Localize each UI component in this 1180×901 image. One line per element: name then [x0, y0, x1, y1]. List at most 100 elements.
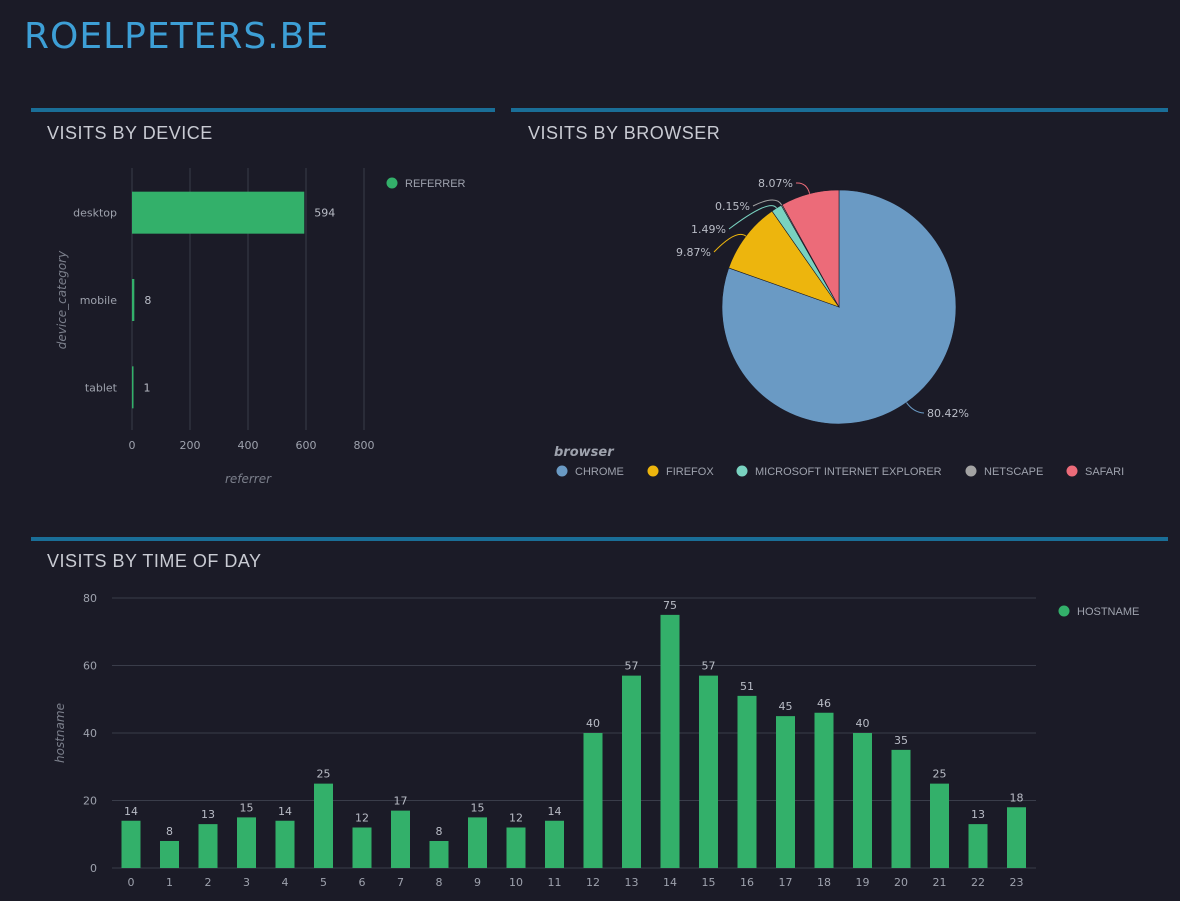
device-x-tick-label: 400: [238, 439, 259, 452]
device-x-tick-label: 600: [296, 439, 317, 452]
time-x-tick-label: 10: [509, 876, 523, 889]
time-value-label: 46: [817, 697, 831, 710]
time-x-tick-label: 3: [243, 876, 250, 889]
device-value-label: 8: [144, 294, 151, 307]
device-legend-label: REFERRER: [405, 178, 466, 190]
time-value-label: 14: [548, 805, 562, 818]
time-bar-hour-2: [198, 824, 218, 868]
time-value-label: 75: [663, 599, 677, 612]
site-title[interactable]: ROELPETERS.BE: [24, 16, 330, 57]
time-bar-hour-15: [699, 675, 718, 868]
time-bar-hour-11: [545, 820, 564, 868]
time-x-tick-label: 14: [663, 876, 677, 889]
time-panel-bar: [31, 537, 1168, 541]
device-legend-dot: [386, 177, 398, 189]
device-y-axis-title: device_category: [55, 250, 69, 349]
time-x-tick-label: 15: [702, 876, 716, 889]
time-value-label: 40: [856, 717, 870, 730]
time-x-tick-label: 23: [1010, 876, 1024, 889]
time-bar-hour-1: [160, 841, 179, 868]
time-y-tick-label: 80: [83, 592, 97, 605]
time-legend-dot: [1058, 605, 1070, 617]
time-bar-hour-6: [352, 827, 372, 868]
time-value-label: 12: [509, 812, 523, 825]
device-value-label: 594: [314, 207, 335, 220]
time-bar-hour-22: [968, 824, 988, 868]
time-x-tick-label: 1: [166, 876, 173, 889]
time-bar-hour-13: [622, 675, 641, 868]
browser-legend-label: FIREFOX: [666, 466, 714, 478]
time-value-label: 8: [166, 825, 173, 838]
time-bar-hour-3: [237, 817, 256, 868]
time-x-tick-label: 13: [625, 876, 639, 889]
time-x-tick-label: 6: [359, 876, 366, 889]
pie-value-label: 1.49%: [691, 223, 726, 236]
device-category-label: mobile: [80, 294, 118, 307]
device-panel-title: VISITS BY DEVICE: [47, 123, 213, 143]
time-value-label: 12: [355, 812, 369, 825]
time-y-axis-title: hostname: [53, 703, 67, 763]
time-x-tick-label: 18: [817, 876, 831, 889]
browser-legend-label: MICROSOFT INTERNET EXPLORER: [755, 466, 942, 478]
time-value-label: 14: [124, 805, 138, 818]
time-value-label: 57: [625, 660, 639, 673]
time-value-label: 18: [1010, 791, 1024, 804]
browser-legend-dot: [965, 465, 977, 477]
browser-legend-label: CHROME: [575, 466, 624, 478]
time-value-label: 8: [436, 825, 443, 838]
time-x-tick-label: 16: [740, 876, 754, 889]
browser-legend-dot: [736, 465, 748, 477]
time-x-tick-label: 4: [282, 876, 289, 889]
time-bar-hour-5: [314, 783, 333, 868]
time-y-tick-label: 0: [90, 862, 97, 875]
time-y-tick-label: 60: [83, 660, 97, 673]
pie-leader-line: [728, 205, 777, 230]
device-panel-bar: [31, 108, 495, 112]
time-y-tick-label: 40: [83, 727, 97, 740]
browser-legend-label: NETSCAPE: [984, 466, 1043, 478]
device-x-axis-title: referrer: [225, 472, 272, 486]
time-bar-hour-23: [1007, 807, 1026, 868]
time-value-label: 45: [779, 700, 793, 713]
pie-value-label: 8.07%: [758, 177, 793, 190]
time-bar-hour-4: [275, 820, 295, 868]
device-value-label: 1: [144, 381, 151, 394]
time-x-tick-label: 17: [779, 876, 793, 889]
device-bar-mobile: [132, 279, 135, 321]
time-bar-hour-20: [891, 749, 911, 868]
time-panel-title: VISITS BY TIME OF DAY: [47, 551, 262, 571]
time-x-tick-label: 5: [320, 876, 327, 889]
device-bar-desktop: [132, 191, 305, 234]
time-value-label: 15: [471, 801, 485, 814]
time-value-label: 13: [201, 808, 215, 821]
time-legend-label: HOSTNAME: [1077, 606, 1139, 618]
time-value-label: 13: [971, 808, 985, 821]
pie-leader-line: [713, 233, 747, 253]
time-value-label: 15: [240, 801, 254, 814]
pie-leader-line: [795, 182, 811, 194]
time-bar-hour-8: [429, 841, 449, 868]
device-x-tick-label: 0: [129, 439, 136, 452]
browser-legend-dot: [556, 465, 568, 477]
time-bar-hour-7: [391, 810, 410, 868]
browser-legend-dot: [1066, 465, 1078, 477]
time-value-label: 25: [933, 768, 947, 781]
time-x-tick-label: 19: [856, 876, 870, 889]
time-x-tick-label: 12: [586, 876, 600, 889]
time-value-label: 25: [317, 768, 331, 781]
time-value-label: 35: [894, 734, 908, 747]
time-x-tick-label: 22: [971, 876, 985, 889]
time-x-tick-label: 7: [397, 876, 404, 889]
time-x-tick-label: 21: [933, 876, 947, 889]
time-x-tick-label: 11: [548, 876, 562, 889]
pie-value-label: 9.87%: [676, 246, 711, 259]
time-bar-hour-0: [121, 820, 141, 868]
device-category-label: desktop: [73, 207, 117, 220]
time-x-tick-label: 8: [436, 876, 443, 889]
pie-leader-line: [752, 199, 783, 207]
time-bar-hour-14: [660, 614, 680, 868]
browser-legend-dot: [647, 465, 659, 477]
pie-slice-firefox: [728, 210, 840, 308]
